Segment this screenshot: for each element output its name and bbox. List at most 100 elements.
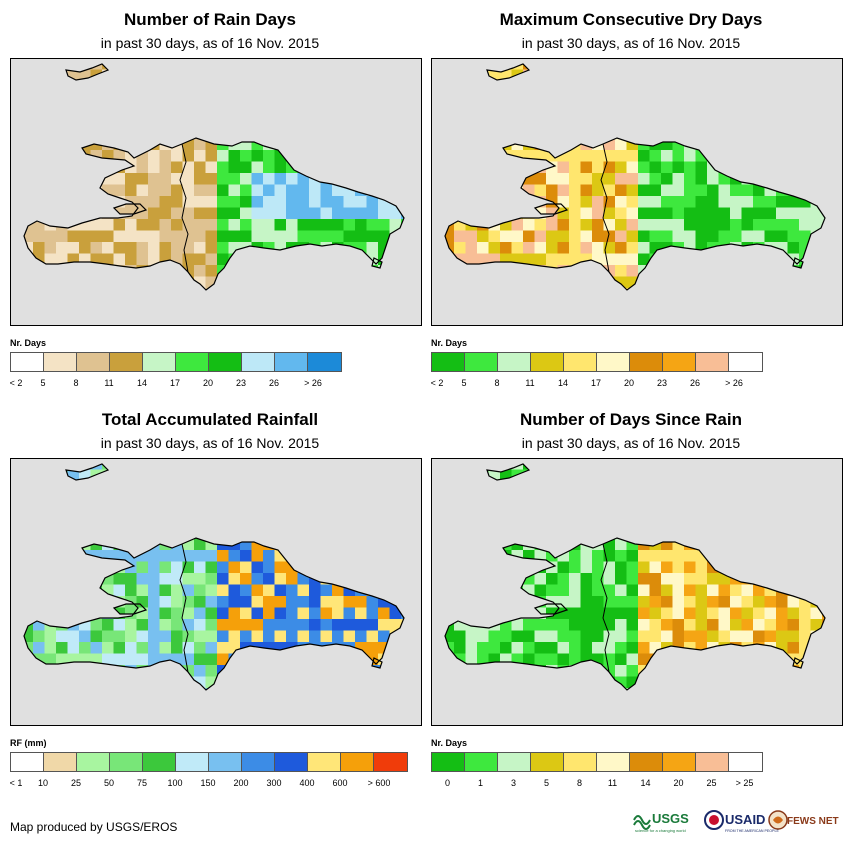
data-cell [90, 219, 103, 231]
data-cell [148, 173, 160, 185]
data-cell [626, 253, 639, 266]
data-cell [569, 242, 581, 254]
data-cell [171, 230, 183, 243]
data-cell [557, 561, 570, 574]
legend-swatch [44, 753, 77, 771]
data-cell [615, 596, 627, 608]
data-cell [182, 630, 195, 643]
data-cell [615, 642, 627, 654]
data-cell [194, 230, 206, 243]
data-cell [557, 642, 570, 654]
data-cell [113, 230, 126, 243]
data-cell [297, 207, 310, 220]
data-cell [638, 207, 650, 220]
data-cell [228, 619, 241, 631]
data-cell [205, 550, 218, 562]
data-cell [580, 619, 593, 631]
data-cell [182, 253, 195, 266]
legend-swatch [630, 353, 663, 371]
data-cell [148, 207, 160, 220]
data-cell [320, 207, 333, 220]
data-cell [626, 196, 639, 208]
legend-label: > 25 [735, 778, 754, 788]
data-cell [355, 619, 367, 631]
data-cell [523, 242, 535, 254]
data-cell [355, 230, 367, 243]
data-cell [263, 219, 275, 231]
data-cell [672, 230, 685, 243]
data-cell [263, 619, 275, 631]
data-cell [205, 173, 218, 185]
data-cell [672, 550, 685, 562]
data-cell [661, 561, 673, 574]
data-cell [251, 161, 264, 174]
data-cell [320, 584, 333, 597]
legend-label: 25 [70, 778, 82, 788]
data-cell [684, 219, 696, 231]
data-cell [113, 184, 126, 197]
data-cell [159, 207, 172, 220]
data-cell [603, 573, 616, 585]
data-cell [366, 196, 379, 208]
data-cell [113, 219, 126, 231]
data-cell [240, 184, 252, 197]
coastline [65, 63, 110, 81]
data-cell [741, 630, 754, 643]
legend-label: 3 [510, 778, 517, 788]
legend-label: 17 [590, 378, 602, 388]
legend-swatch [663, 753, 696, 771]
data-cell [44, 630, 57, 643]
data-cell [787, 630, 800, 643]
data-cell [776, 596, 788, 608]
data-cell [217, 253, 229, 266]
data-cell [615, 665, 627, 677]
data-cell [695, 219, 708, 231]
data-cell [148, 642, 160, 654]
data-cell [263, 550, 275, 562]
legend-title: RF (mm) [10, 738, 47, 748]
data-cell [251, 184, 264, 197]
data-cell [707, 596, 719, 608]
data-cell [297, 619, 310, 631]
data-cell [753, 630, 765, 643]
data-cell [263, 596, 275, 608]
data-cell [274, 561, 287, 574]
data-cell [159, 196, 172, 208]
data-cell [695, 596, 708, 608]
data-cell [454, 630, 466, 643]
data-cell [615, 242, 627, 254]
legend-label: 20 [202, 378, 214, 388]
data-cell [148, 184, 160, 197]
data-cell [205, 630, 218, 643]
data-cell [182, 230, 195, 243]
data-cell [649, 573, 662, 585]
data-cell [228, 196, 241, 208]
legend-label: 26 [689, 378, 701, 388]
legend-label: 5 [461, 378, 467, 388]
data-cell [366, 242, 379, 254]
data-cell [240, 584, 252, 597]
data-cell [592, 619, 604, 631]
usgs-wordmark: USGS [652, 811, 689, 826]
data-cell [125, 573, 137, 585]
data-cell [557, 230, 570, 243]
data-cell [148, 230, 160, 243]
data-cell [523, 230, 535, 243]
data-cell [718, 596, 731, 608]
legend-label: 11 [525, 378, 535, 388]
data-cell [672, 196, 685, 208]
data-cell [649, 219, 662, 231]
legend-swatch [597, 353, 630, 371]
data-cell [638, 184, 650, 197]
data-cell [730, 584, 742, 597]
data-cell [500, 230, 512, 243]
data-cell [638, 596, 650, 608]
data-cell [603, 253, 616, 266]
data-cell [569, 630, 581, 643]
data-cell [615, 207, 627, 220]
data-cell [159, 242, 172, 254]
data-cell [136, 219, 149, 231]
data-cell [707, 184, 719, 197]
data-cell [718, 219, 731, 231]
data-cell [661, 173, 673, 185]
